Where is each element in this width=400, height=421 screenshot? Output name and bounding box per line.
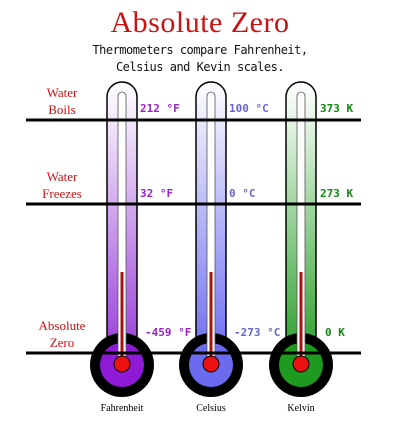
row-label-water-freezes: Water Freezes bbox=[22, 168, 102, 202]
row-label-absolute-zero: Absolute Zero bbox=[22, 317, 102, 351]
fahrenheit-scale-label: Fahrenheit bbox=[100, 403, 144, 414]
fahrenheit-freezes-reading: 32 °F bbox=[140, 187, 174, 200]
fahrenheit-boils-reading: 212 °F bbox=[140, 102, 180, 115]
celsius-thermometer bbox=[179, 81, 243, 397]
celsius-boils-reading: 100 °C bbox=[229, 102, 269, 115]
kelvin-mercury bbox=[299, 272, 303, 362]
kelvin-bulb-red bbox=[292, 355, 310, 373]
fahrenheit-bulb-red bbox=[113, 355, 131, 373]
subtitle-line-2: Celsius and Kevin scales. bbox=[115, 60, 285, 74]
kelvin-scale-label: Kelvin bbox=[287, 403, 315, 414]
page-title: Absolute Zero bbox=[110, 6, 290, 39]
kelvin-freezes-reading: 273 K bbox=[320, 187, 354, 200]
kelvin-absolute-zero-reading: 0 K bbox=[325, 326, 345, 339]
celsius-mercury bbox=[209, 272, 213, 362]
row-label-line: Absolute bbox=[38, 318, 86, 333]
row-label-line: Boils bbox=[48, 102, 76, 117]
row-label-line: Water bbox=[46, 169, 78, 184]
celsius-bulb-red bbox=[202, 355, 220, 373]
subtitle-line-1: Thermometers compare Fahrenheit, bbox=[92, 43, 308, 57]
fahrenheit-mercury bbox=[120, 272, 124, 362]
celsius-scale-label: Celsius bbox=[196, 403, 226, 414]
celsius-freezes-reading: 0 °C bbox=[229, 187, 256, 200]
row-label-line: Zero bbox=[49, 335, 75, 350]
kelvin-boils-reading: 373 K bbox=[320, 102, 354, 115]
row-label-line: Water bbox=[46, 85, 78, 100]
row-label-line: Freezes bbox=[42, 186, 82, 201]
fahrenheit-absolute-zero-reading: -459 °F bbox=[145, 326, 192, 339]
celsius-absolute-zero-reading: -273 °C bbox=[234, 326, 281, 339]
row-label-water-boils: Water Boils bbox=[22, 84, 102, 118]
kelvin-thermometer bbox=[269, 81, 333, 397]
subtitle: Thermometers compare Fahrenheit, Celsius… bbox=[0, 42, 400, 76]
